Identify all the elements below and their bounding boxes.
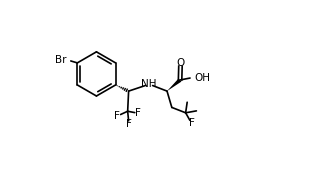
Text: Br: Br bbox=[55, 55, 66, 65]
Text: O: O bbox=[176, 58, 184, 68]
Text: NH: NH bbox=[141, 79, 157, 89]
Text: F: F bbox=[114, 111, 120, 121]
Polygon shape bbox=[167, 78, 181, 91]
Text: F: F bbox=[189, 118, 195, 128]
Text: F: F bbox=[126, 119, 131, 129]
Text: F: F bbox=[135, 108, 141, 118]
Text: OH: OH bbox=[194, 73, 210, 83]
